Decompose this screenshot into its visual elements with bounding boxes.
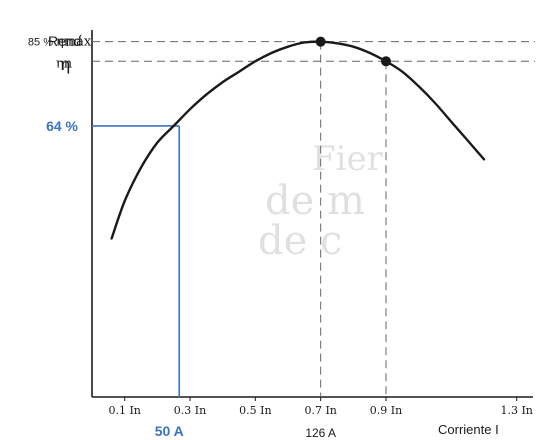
y-marker-85-percent: 85 % [28, 37, 53, 49]
y-marker-eta-n: ηn [56, 56, 73, 71]
watermark-line-2: de m [265, 178, 365, 224]
x-tick-label-1: 0.3 In [174, 404, 206, 417]
watermark-line-1: Fier [312, 139, 384, 179]
x-tick-label-5: 1.3 In [500, 404, 532, 417]
watermark-line-3: de c [258, 218, 342, 264]
annotation-x-label: 50 A [155, 423, 184, 439]
x-axis-label: Corriente I [438, 422, 499, 437]
point-nominal-efficiency [381, 56, 391, 67]
efficiency-curve [110, 40, 486, 240]
point-max-efficiency [315, 36, 326, 47]
y-axis-label-eta: η [60, 55, 70, 75]
y-marker-eta-max: ηmáx [56, 35, 92, 50]
x-tick-label-0: 0.1 In [108, 404, 140, 417]
x-tick-label-2: 0.5 In [239, 404, 271, 417]
x-tick-label-3: 0.7 In [304, 404, 336, 417]
annotation-y-label: 64 % [46, 118, 78, 134]
extra-x-label-126a: 126 A [305, 426, 336, 440]
x-tick-labels: 0.1 In 0.3 In 0.5 In 0.7 In 0.9 In 1.3 In [108, 397, 533, 417]
watermark: Fier de m de c [258, 139, 384, 264]
x-tick-label-4: 0.9 In [370, 404, 402, 417]
y-axis-label-rend: Rend [48, 33, 81, 49]
